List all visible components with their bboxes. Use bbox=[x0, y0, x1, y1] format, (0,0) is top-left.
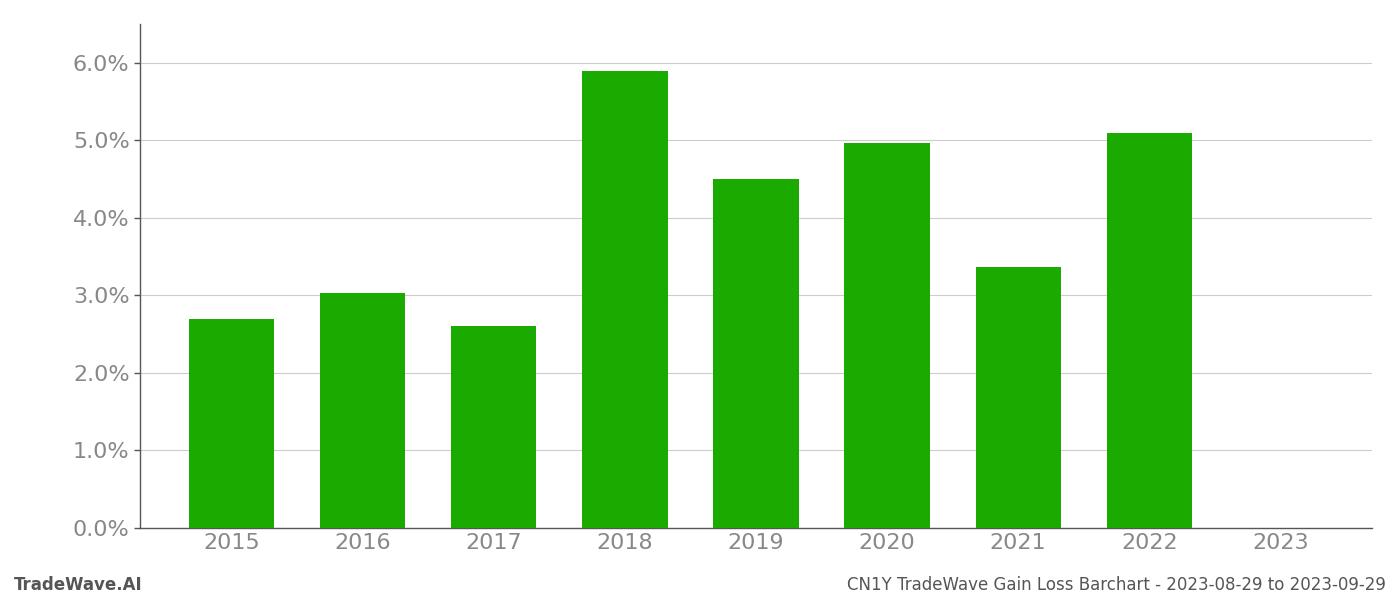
Text: CN1Y TradeWave Gain Loss Barchart - 2023-08-29 to 2023-09-29: CN1Y TradeWave Gain Loss Barchart - 2023… bbox=[847, 576, 1386, 594]
Bar bbox=[321, 293, 406, 528]
Bar bbox=[844, 143, 930, 528]
Bar bbox=[714, 179, 798, 528]
Bar bbox=[582, 71, 668, 528]
Bar bbox=[451, 326, 536, 528]
Bar bbox=[1106, 133, 1191, 528]
Bar bbox=[976, 266, 1061, 528]
Bar bbox=[189, 319, 274, 528]
Text: TradeWave.AI: TradeWave.AI bbox=[14, 576, 143, 594]
